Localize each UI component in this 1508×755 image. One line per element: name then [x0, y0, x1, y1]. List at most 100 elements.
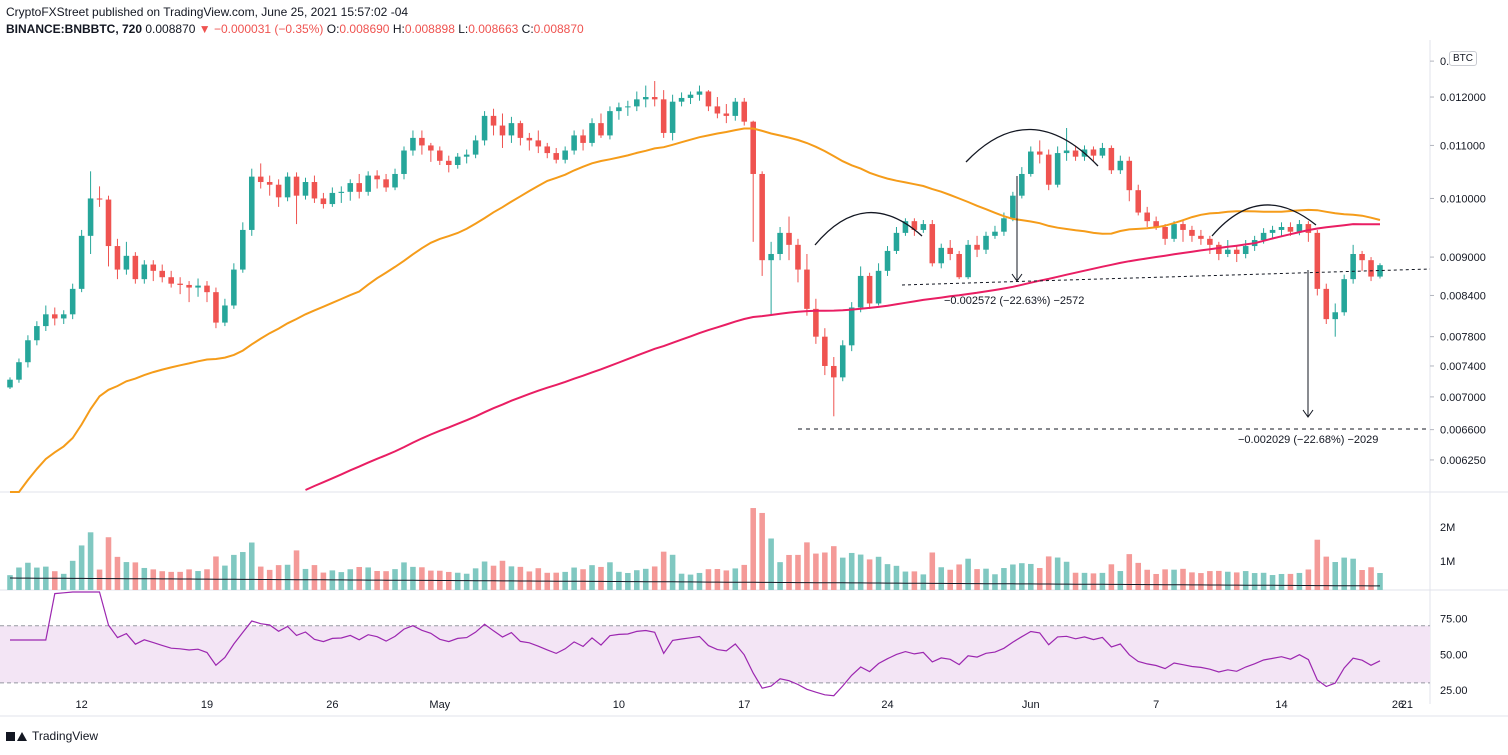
- volume-bar: [472, 568, 479, 590]
- candle-body: [607, 111, 613, 136]
- ohlc-line: BINANCE:BNBBTC, 720 0.008870 ▼ −0.000031…: [6, 22, 584, 36]
- volume-bar: [105, 537, 112, 590]
- candle-body: [1099, 147, 1106, 156]
- candle-body: [1063, 150, 1070, 154]
- volume-bar: [213, 556, 219, 590]
- time-tick-label: 7: [1153, 699, 1159, 711]
- candle-body: [240, 229, 246, 270]
- candle-body: [1198, 235, 1204, 239]
- candle-body: [965, 244, 971, 278]
- candle-body: [687, 94, 694, 98]
- volume-bar: [992, 574, 998, 590]
- volume-bar: [759, 512, 765, 590]
- candle-body: [123, 255, 130, 270]
- candle-body: [768, 253, 774, 261]
- volume-bar: [410, 566, 416, 590]
- candle-body: [481, 115, 488, 141]
- volume-bar: [723, 570, 730, 590]
- volume-bar: [34, 567, 40, 590]
- close-label: C:: [521, 22, 534, 36]
- volume-bar: [1019, 563, 1025, 590]
- candle-body: [51, 314, 58, 319]
- volume-bar: [1135, 562, 1142, 590]
- volume-bar: [392, 569, 398, 590]
- volume-bar: [320, 572, 327, 590]
- candle-body: [1072, 150, 1079, 157]
- price-tick-label: 0.008400: [1440, 290, 1486, 302]
- candle-body: [105, 199, 112, 247]
- volume-bar: [356, 566, 362, 590]
- volume-bar: [1072, 572, 1079, 590]
- volume-tick-label: 2M: [1440, 522, 1455, 534]
- candle-body: [562, 150, 568, 160]
- volume-bar: [786, 554, 792, 590]
- candle-body: [114, 246, 121, 270]
- volume-bar: [87, 532, 94, 590]
- candle-body: [1180, 224, 1186, 230]
- volume-bar: [813, 553, 819, 590]
- volume-bar: [132, 562, 139, 590]
- time-tick-label: Jun: [1022, 699, 1040, 711]
- volume-bar: [598, 566, 604, 590]
- volume-bar: [616, 571, 622, 590]
- candles: [7, 81, 1383, 417]
- symbol-label[interactable]: BINANCE:BNBBTC, 720: [6, 22, 143, 36]
- volume-bar: [1233, 572, 1240, 590]
- candle-body: [839, 345, 846, 378]
- candle-body: [857, 275, 864, 308]
- volume-bar: [1036, 567, 1043, 590]
- currency-badge[interactable]: BTC: [1449, 51, 1477, 66]
- volume-bar: [1054, 557, 1061, 590]
- candle-body: [777, 232, 783, 254]
- ma-orange-line: [10, 127, 1381, 493]
- candle-body: [1296, 224, 1303, 232]
- volume-bar: [1063, 561, 1070, 590]
- candle-body: [347, 183, 354, 192]
- volume-bar: [589, 565, 595, 590]
- candle-body: [284, 176, 291, 198]
- candle-body: [231, 269, 237, 306]
- candle-body: [213, 292, 219, 323]
- candle-body: [428, 145, 434, 151]
- time-tick-label: 17: [738, 699, 750, 711]
- candle-body: [1368, 260, 1374, 277]
- volume-bar: [1144, 569, 1150, 590]
- candle-body: [463, 154, 470, 157]
- volume-bar: [642, 568, 649, 590]
- candle-body: [248, 176, 255, 230]
- volume-bar: [338, 572, 345, 590]
- candle-body: [893, 232, 900, 251]
- candle-body: [1269, 229, 1276, 233]
- volume-bar: [1323, 556, 1330, 590]
- candle-body: [813, 308, 819, 337]
- open-label: O:: [326, 22, 340, 36]
- candle-body: [1045, 154, 1052, 185]
- volume-bar: [795, 554, 801, 590]
- time-tick-label: 14: [1275, 699, 1287, 711]
- volume-bar: [831, 546, 837, 590]
- candle-body: [625, 106, 631, 108]
- candle-body: [831, 365, 837, 378]
- volume-bar: [660, 551, 667, 590]
- volume-bar: [248, 542, 255, 590]
- candle-body: [195, 285, 201, 288]
- candle-body: [660, 99, 667, 133]
- candle-body: [1019, 173, 1025, 196]
- candle-body: [168, 277, 174, 284]
- time-tick-label: 26: [326, 699, 338, 711]
- candle-body: [1171, 224, 1177, 239]
- candle-body: [598, 123, 604, 136]
- volume-bar: [974, 569, 980, 590]
- volume-bar: [866, 559, 873, 590]
- volume-bar: [195, 571, 201, 590]
- last-price: 0.008870: [145, 22, 196, 36]
- annotation-measure-1: −0.002572 (−22.63%) −2572: [944, 295, 1084, 307]
- candle-body: [275, 184, 282, 198]
- candle-body: [956, 253, 962, 278]
- candle-body: [1314, 232, 1321, 289]
- candle-body: [150, 264, 157, 271]
- candle-body: [1260, 232, 1267, 241]
- candle-body: [1036, 151, 1043, 155]
- candle-body: [634, 99, 640, 107]
